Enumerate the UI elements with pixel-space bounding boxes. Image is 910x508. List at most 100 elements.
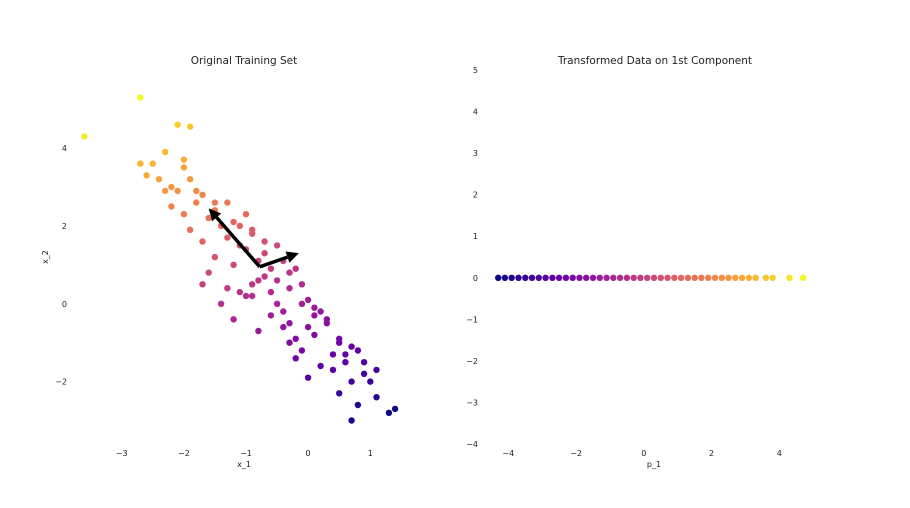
- y-tick-label: 5: [473, 66, 478, 75]
- scatter-point: [360, 370, 368, 377]
- y-tick-label: 2: [62, 222, 67, 231]
- scatter-point: [249, 281, 256, 288]
- x-tick-label: 1: [368, 449, 373, 458]
- component-arrow-shaft: [259, 255, 289, 269]
- scatter-point: [354, 347, 362, 354]
- scatter-point: [180, 156, 188, 163]
- scatter-point: [391, 405, 399, 413]
- y-tick-label: 3: [473, 149, 478, 158]
- scatter-point: [718, 274, 725, 281]
- scatter-point: [354, 401, 362, 409]
- scatter-point: [549, 274, 556, 281]
- scatter-point: [762, 274, 769, 281]
- right-x-ticks: −4 −2 0 2 4: [502, 449, 781, 458]
- scatter-point: [298, 281, 306, 288]
- scatter-point: [569, 274, 576, 281]
- scatter-point: [286, 339, 293, 346]
- scatter-point: [286, 320, 293, 327]
- scatter-point: [292, 355, 299, 362]
- scatter-point: [610, 274, 617, 281]
- scatter-point: [769, 274, 776, 281]
- scatter-point: [691, 274, 698, 281]
- scatter-point: [752, 274, 759, 281]
- scatter-point: [230, 316, 237, 323]
- left-y-axis-label: x_2: [41, 250, 50, 264]
- original-training-set-panel: Original Training Set −3 −2 −1 0 1 4 2 0 −2 x_1…: [41, 55, 399, 469]
- scatter-point: [168, 183, 175, 191]
- principal-component-arrows: [208, 208, 299, 269]
- scatter-point: [81, 133, 88, 140]
- scatter-point: [224, 199, 231, 206]
- scatter-point: [786, 274, 793, 281]
- y-tick-label: −4: [466, 440, 478, 449]
- scatter-point: [168, 203, 175, 210]
- scatter-point: [217, 300, 225, 307]
- scatter-point: [162, 187, 169, 195]
- scatter-point: [385, 409, 393, 416]
- scatter-point: [162, 148, 169, 156]
- left-chart-title: Original Training Set: [191, 55, 297, 67]
- scatter-point: [236, 222, 243, 230]
- scatter-point: [725, 274, 732, 281]
- scatter-point: [186, 226, 194, 233]
- y-tick-label: 1: [473, 232, 478, 241]
- x-tick-label: 4: [777, 449, 782, 458]
- scatter-point: [230, 218, 237, 226]
- y-tick-label: 0: [473, 274, 478, 283]
- scatter-point: [261, 250, 268, 257]
- scatter-point: [637, 274, 644, 281]
- scatter-point: [304, 323, 312, 331]
- scatter-point: [317, 362, 324, 370]
- x-tick-label: −2: [178, 449, 190, 458]
- scatter-point: [286, 285, 293, 292]
- scatter-point: [199, 238, 206, 245]
- scatter-point: [224, 285, 231, 292]
- y-tick-label: −3: [466, 398, 478, 407]
- transformed-data-panel: Transformed Data on 1st Component −4 −2 0 2…: [466, 55, 807, 469]
- scatter-point: [738, 274, 746, 281]
- x-tick-label: −4: [502, 449, 514, 458]
- scatter-point: [799, 274, 807, 281]
- y-tick-label: −1: [466, 315, 478, 324]
- scatter-point: [304, 374, 312, 381]
- scatter-point: [348, 417, 355, 424]
- scatter-point: [360, 359, 368, 366]
- scatter-point: [280, 323, 287, 331]
- scatter-point: [495, 274, 502, 281]
- scatter-point: [336, 335, 343, 342]
- scatter-point: [596, 274, 603, 281]
- y-tick-label: 4: [62, 144, 67, 153]
- scatter-point: [348, 378, 355, 385]
- scatter-point: [522, 274, 529, 281]
- scatter-point: [576, 274, 583, 281]
- scatter-point: [255, 327, 262, 335]
- scatter-point: [249, 230, 256, 237]
- scatter-point: [205, 214, 212, 222]
- scatter-point: [535, 274, 542, 281]
- component-arrow-head: [208, 208, 222, 222]
- scatter-point: [261, 273, 268, 280]
- scatter-point: [711, 274, 719, 281]
- left-x-axis-label: x_1: [237, 460, 251, 469]
- scatter-point: [137, 94, 144, 101]
- y-tick-label: −2: [55, 378, 67, 387]
- scatter-point: [671, 274, 678, 281]
- scatter-point: [664, 274, 671, 281]
- scatter-point: [329, 366, 337, 374]
- scatter-point: [267, 288, 275, 296]
- right-x-axis-label: p_1: [647, 460, 661, 469]
- scatter-point: [186, 123, 194, 130]
- scatter-point: [528, 274, 536, 281]
- right-chart-title: Transformed Data on 1st Component: [557, 55, 752, 67]
- y-tick-label: −2: [466, 357, 478, 366]
- scatter-point: [555, 274, 563, 281]
- scatter-point: [589, 274, 597, 281]
- scatter-point: [342, 351, 349, 358]
- scatter-point: [242, 211, 250, 218]
- scatter-point: [542, 274, 549, 281]
- scatter-point: [155, 176, 163, 183]
- scatter-point: [205, 269, 212, 276]
- x-tick-label: 0: [641, 449, 646, 458]
- y-tick-label: 2: [473, 191, 478, 200]
